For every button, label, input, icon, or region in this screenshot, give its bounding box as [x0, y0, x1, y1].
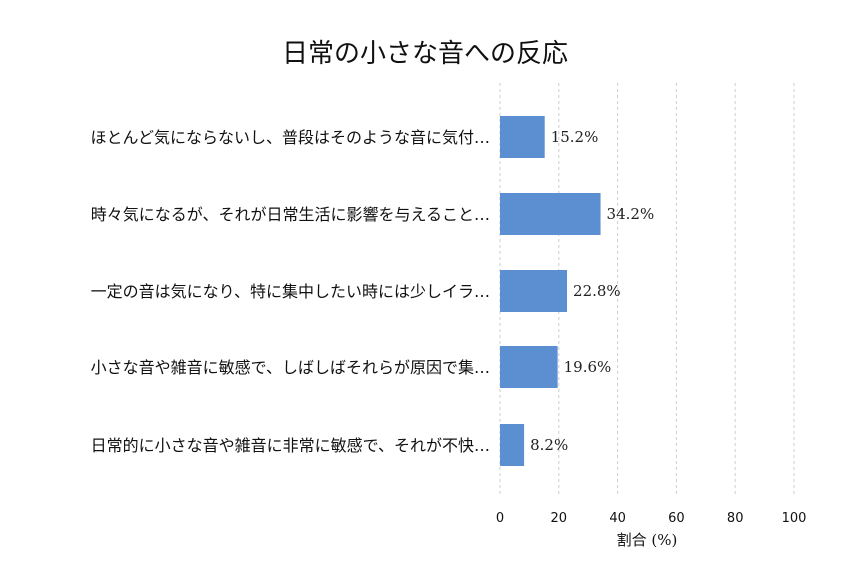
category-labels: ほとんど気にならないし、普段はそのような音に気付… 時々気になるが、それが日常生活… [90, 128, 490, 455]
value-label: 34.2% [607, 205, 655, 223]
category-label: 小さな音や雑音に敏感で、しばしばそれらが原因で集… [91, 358, 490, 377]
value-label: 22.8% [573, 282, 621, 300]
x-tick-label: 40 [609, 511, 626, 526]
bars [500, 116, 601, 466]
bar [500, 424, 525, 466]
x-tick-label: 60 [668, 511, 685, 526]
x-tick-label: 20 [551, 511, 568, 526]
x-tick-label: 100 [782, 511, 807, 526]
x-axis-label: 割合 (%) [617, 531, 678, 549]
category-label: 日常的に小さな音や雑音に非常に敏感で、それが不快… [91, 436, 490, 455]
value-label: 8.2% [530, 436, 568, 454]
category-label: 時々気になるが、それが日常生活に影響を与えること… [91, 205, 490, 224]
value-labels: 15.2% 34.2% 22.8% 19.6% 8.2% [530, 128, 654, 454]
bar [500, 270, 568, 312]
value-label: 15.2% [551, 128, 599, 146]
bar [500, 193, 601, 235]
x-ticks: 0 20 40 60 80 100 [496, 511, 807, 526]
bar [500, 346, 558, 388]
bar [500, 116, 545, 158]
x-tick-label: 80 [727, 511, 744, 526]
value-label: 19.6% [564, 358, 612, 376]
category-label: 一定の音は気になり、特に集中したい時には少しイラ… [91, 282, 490, 301]
x-tick-label: 0 [496, 511, 504, 526]
category-label: ほとんど気にならないし、普段はそのような音に気付… [90, 128, 490, 147]
chart-title: 日常の小さな音への反応 [282, 39, 568, 69]
